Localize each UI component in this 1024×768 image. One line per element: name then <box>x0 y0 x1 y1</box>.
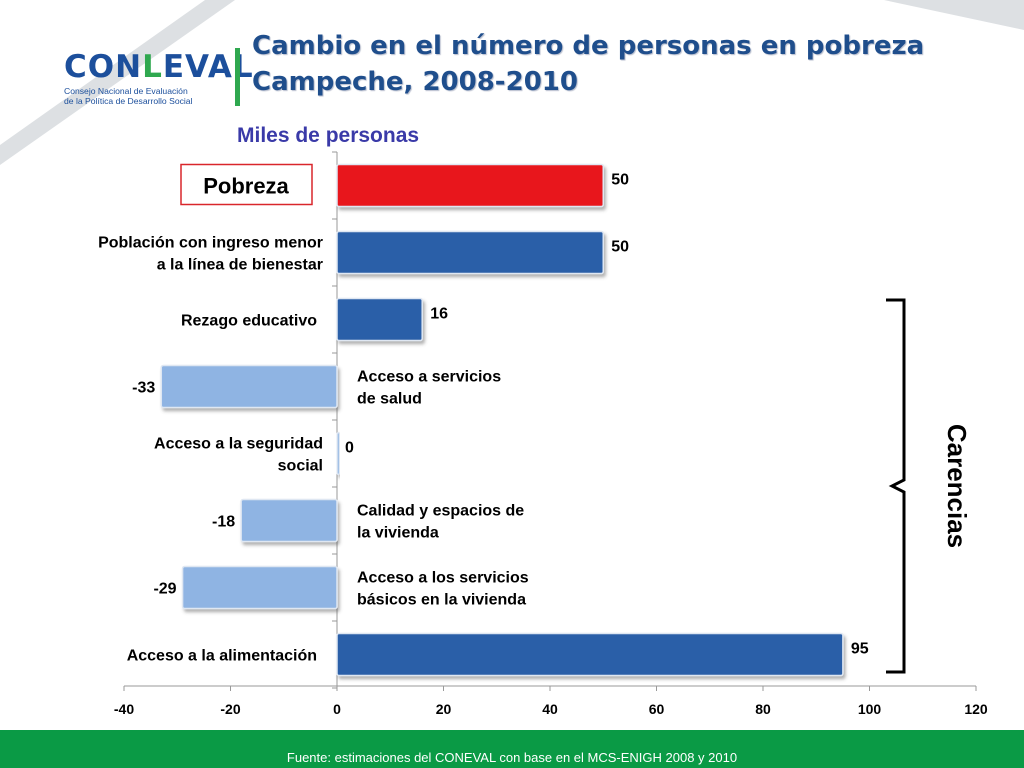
bar-value-label: -33 <box>132 380 155 397</box>
x-tick-label: 100 <box>858 701 882 717</box>
bar-category-label: Calidad y espacios de <box>357 503 524 520</box>
x-tick-label: -20 <box>220 701 240 717</box>
bar <box>336 297 423 342</box>
bar <box>240 498 338 543</box>
x-tick-label: 60 <box>649 701 665 717</box>
x-tick-label: -40 <box>114 701 134 717</box>
bar-category-label: Pobreza <box>203 174 289 199</box>
bar-value-label: -18 <box>212 514 235 531</box>
bar-category-label: Acceso a los servicios <box>357 570 529 587</box>
carencias-label: Carencias <box>942 424 972 548</box>
title-line-1: Cambio en el número de personas en pobre… <box>252 31 925 61</box>
bar-category-label: de salud <box>357 391 422 408</box>
logo-word-con: CON <box>64 49 143 85</box>
page-title: Cambio en el número de personas en pobre… <box>252 28 924 100</box>
x-tick-label: 40 <box>542 701 558 717</box>
bar-value-label: 16 <box>430 306 448 323</box>
bar-category-label: básicos en la vivienda <box>357 592 526 609</box>
bar-category-label: a la línea de bienestar <box>157 257 323 274</box>
bar <box>336 230 604 275</box>
bar-value-label: 50 <box>611 172 629 189</box>
footer-source: Fuente: estimaciones del CONEVAL con bas… <box>286 750 738 765</box>
bar-value-label: 0 <box>345 440 354 457</box>
x-tick-label: 20 <box>436 701 452 717</box>
bar <box>336 163 604 208</box>
x-tick-label: 120 <box>964 701 988 717</box>
bar-category-label: Acceso a servicios <box>357 369 501 386</box>
bar-value-label: 95 <box>851 641 869 658</box>
title-line-2: Campeche, 2008-2010 <box>252 67 578 97</box>
bar-value-label: 50 <box>611 239 629 256</box>
logo-subtitle-2: de la Política de Desarrollo Social <box>64 96 193 106</box>
corner-decoration-inner <box>0 0 205 145</box>
carencias-bracket <box>886 298 906 674</box>
bar-category-label: Acceso a la seguridad <box>154 436 323 453</box>
bar-category-label: social <box>278 458 323 475</box>
bar <box>181 565 338 610</box>
title-divider <box>235 48 240 106</box>
pobreza-label-box <box>180 163 313 206</box>
chart-subtitle: Miles de personas <box>237 124 420 147</box>
bar-category-label: la vivienda <box>357 525 439 542</box>
bar-category-label: Acceso a la alimentación <box>127 648 317 665</box>
corner-decoration-right <box>884 0 1024 30</box>
bar <box>336 431 341 476</box>
footer-bar: Fuente: estimaciones del CONEVAL con bas… <box>0 730 1024 768</box>
bar-category-label: Rezago educativo <box>181 313 317 330</box>
logo-letter-l: L <box>142 49 163 85</box>
logo-subtitle-1: Consejo Nacional de Evaluación <box>64 86 188 96</box>
bar <box>160 364 338 409</box>
bar-category-label: Población con ingreso menor <box>98 235 323 252</box>
bar <box>336 632 844 677</box>
x-tick-label: 0 <box>333 701 341 717</box>
bar-value-label: -29 <box>153 581 176 598</box>
x-tick-label: 80 <box>755 701 771 717</box>
